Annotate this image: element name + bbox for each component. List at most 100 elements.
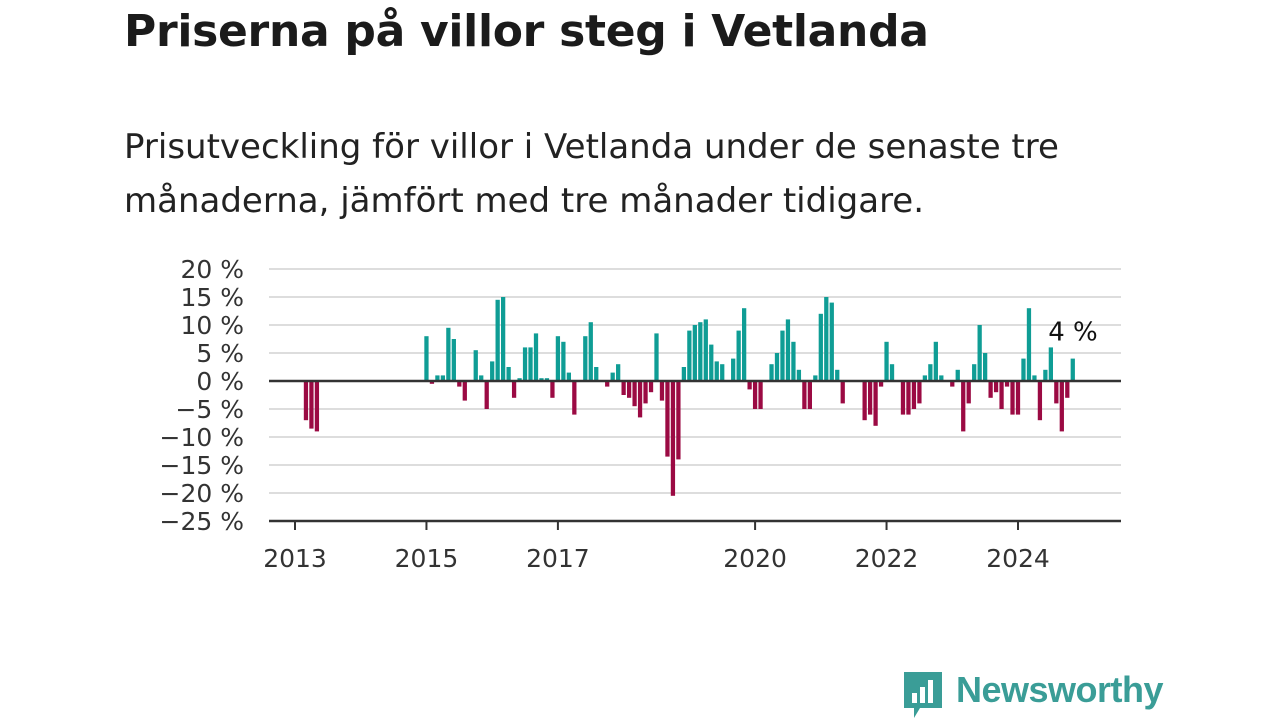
bar <box>769 364 774 381</box>
bar <box>555 336 561 381</box>
bar <box>517 378 522 381</box>
bar <box>1032 375 1037 381</box>
bar <box>758 381 763 409</box>
bar <box>1043 369 1048 381</box>
bar <box>703 319 708 381</box>
bar <box>714 361 719 381</box>
bar <box>752 381 758 409</box>
newsworthy-logo-icon <box>904 672 942 718</box>
bar <box>917 381 922 404</box>
bar <box>1059 381 1064 432</box>
bar <box>681 367 687 381</box>
y-tick-label: 10 % <box>180 311 244 340</box>
brand-name: Newsworthy <box>956 669 1164 710</box>
bar <box>457 381 462 387</box>
bar <box>501 297 506 381</box>
bar <box>900 381 906 415</box>
bar <box>780 330 785 381</box>
bar <box>961 381 966 432</box>
chart-subtitle: Prisutveckling för villor i Vetlanda und… <box>124 127 1059 221</box>
bar <box>911 381 917 409</box>
bar <box>1015 381 1021 415</box>
chart-title: Priserna på villor steg i Vetlanda <box>124 6 929 57</box>
bar <box>1026 308 1032 381</box>
bar <box>950 381 955 387</box>
bar <box>583 336 588 381</box>
bar <box>977 325 982 381</box>
bar <box>550 381 555 398</box>
bar <box>1054 381 1059 404</box>
bar <box>1070 358 1075 381</box>
bar <box>621 381 626 395</box>
bar <box>873 381 878 426</box>
y-axis-tick-labels: 20 %15 %10 %5 %0 %−5 %−10 %−15 %−20 %−25… <box>160 255 244 536</box>
bar <box>1004 381 1010 387</box>
bar <box>424 336 429 381</box>
bar <box>670 381 676 496</box>
bar <box>533 333 539 381</box>
bar <box>528 347 533 381</box>
axes <box>269 379 1121 523</box>
bar <box>774 353 780 381</box>
bar <box>993 381 999 393</box>
bar <box>451 339 456 381</box>
bar <box>594 367 599 381</box>
bar <box>626 381 632 398</box>
bar <box>698 322 703 381</box>
bar <box>616 364 621 381</box>
y-tick-label: −5 % <box>175 395 244 424</box>
bar <box>665 381 670 457</box>
bar <box>983 353 988 381</box>
bar <box>802 381 807 409</box>
bar <box>835 369 840 381</box>
bar <box>462 381 467 401</box>
bar <box>314 381 320 432</box>
bar <box>610 372 615 381</box>
bar <box>1065 381 1070 398</box>
bar <box>687 330 692 381</box>
bar <box>566 372 571 381</box>
bar <box>473 350 478 381</box>
bar <box>785 319 791 381</box>
y-tick-label: −15 % <box>160 451 244 480</box>
bar <box>484 381 489 409</box>
bar <box>490 361 495 381</box>
bar <box>972 364 977 381</box>
bar <box>878 381 884 387</box>
bar <box>889 364 895 381</box>
bar <box>539 378 544 381</box>
bar <box>637 381 643 418</box>
x-tick-label: 2020 <box>723 544 787 573</box>
bar <box>605 381 610 387</box>
x-tick-label: 2024 <box>986 544 1050 573</box>
bar <box>632 381 637 407</box>
bar <box>654 333 659 381</box>
bar <box>867 381 873 415</box>
bar <box>988 381 993 398</box>
y-tick-label: 15 % <box>180 283 244 312</box>
y-tick-label: 5 % <box>196 339 244 368</box>
bar <box>1010 381 1015 415</box>
bar <box>999 381 1004 409</box>
bar <box>818 313 823 381</box>
bar <box>495 299 500 381</box>
bar <box>676 381 681 460</box>
bar <box>440 375 446 381</box>
bar <box>813 375 818 381</box>
bar <box>506 367 511 381</box>
bar <box>643 381 648 404</box>
bar <box>479 375 484 381</box>
bar <box>1021 358 1026 381</box>
bar <box>588 322 593 381</box>
bar <box>966 381 971 404</box>
x-tick-label: 2017 <box>526 544 590 573</box>
bar <box>807 381 812 409</box>
bar <box>429 381 435 384</box>
bar <box>446 327 451 381</box>
bar <box>829 302 834 381</box>
y-tick-label: −25 % <box>160 507 244 536</box>
bar <box>731 358 736 381</box>
y-tick-label: −10 % <box>160 423 244 452</box>
bar <box>922 375 928 381</box>
bar <box>840 381 845 404</box>
